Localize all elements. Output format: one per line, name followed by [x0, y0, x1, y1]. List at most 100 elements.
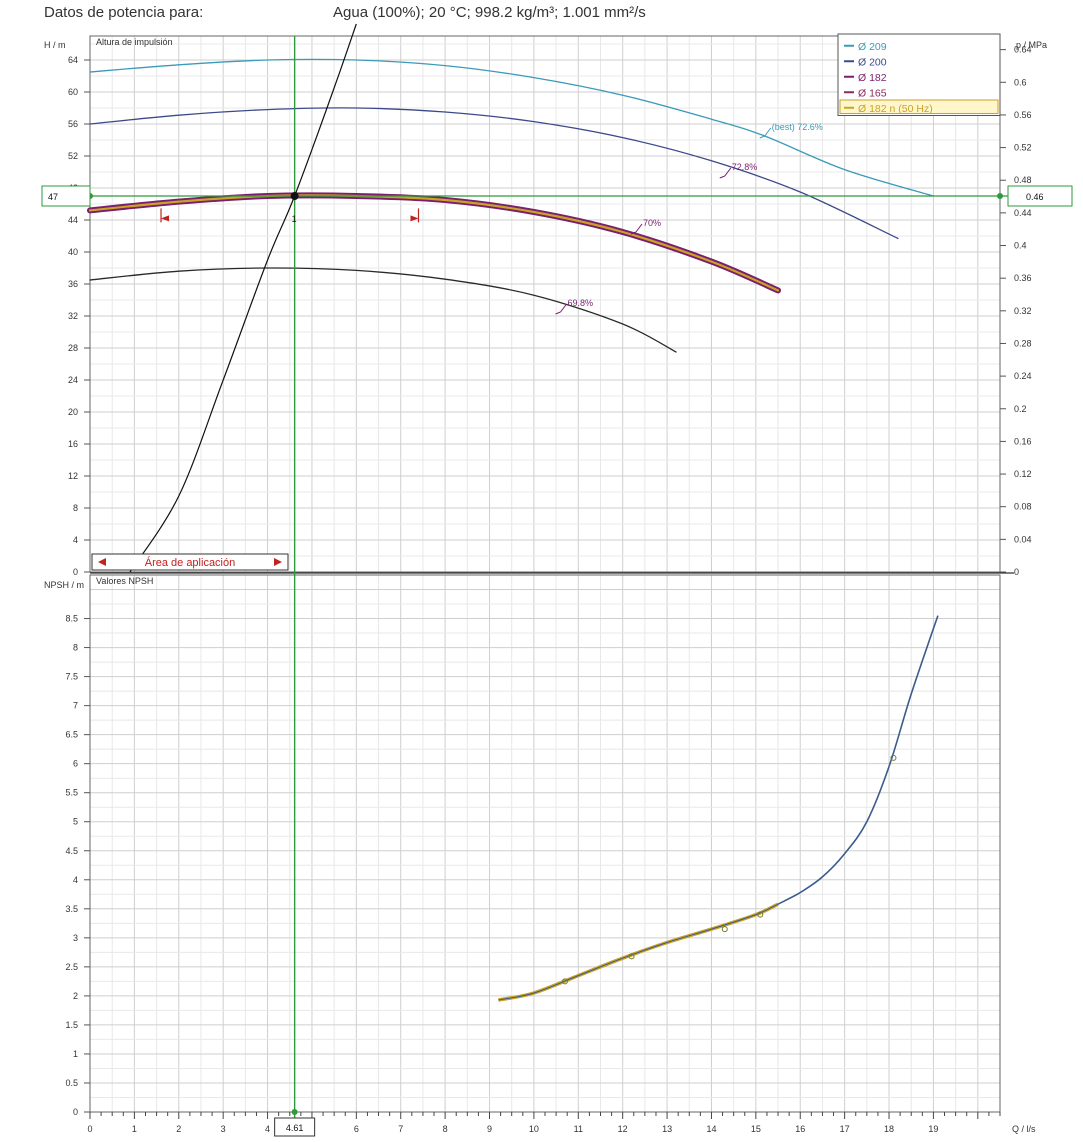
x-tick-label: 6 [354, 1124, 359, 1134]
y2-tick-label: 0.4 [1014, 241, 1027, 251]
npsh-tick-label: 1.5 [65, 1020, 78, 1030]
operating-point-x-marker [291, 1109, 298, 1115]
operating-point-y2-marker [997, 193, 1003, 199]
chart-title-right: Agua (100%); 20 °C; 998.2 kg/m³; 1.001 m… [333, 4, 646, 21]
y-tick-label: 56 [68, 119, 78, 129]
y2-tick-label: 0.24 [1014, 371, 1032, 381]
npsh-unit-label: NPSH / m [44, 580, 84, 590]
y-tick-label: 44 [68, 215, 78, 225]
application-range-box [91, 553, 289, 571]
legend-label: Ø 182 [858, 72, 887, 84]
y-tick-label: 32 [68, 311, 78, 321]
efficiency-label: 72.8% [732, 162, 758, 172]
operating-point [290, 192, 299, 200]
application-range-arrow [161, 215, 170, 222]
head-corner-label: Altura de impulsión [96, 37, 173, 47]
x-tick-label: 14 [706, 1124, 716, 1134]
y-tick-label: 28 [68, 343, 78, 353]
y2-tick-label: 0.44 [1014, 208, 1032, 218]
system-curve [129, 23, 357, 573]
head-panel-frame [89, 35, 1001, 573]
npsh-tick-label: 0 [73, 1107, 78, 1117]
y2-tick-label: 0.52 [1014, 143, 1032, 153]
x-tick-label: 15 [751, 1124, 761, 1134]
legend-label: Ø 165 [858, 87, 887, 99]
npsh-corner-label: Valores NPSH [96, 576, 153, 586]
y-tick-label: 60 [68, 87, 78, 97]
efficiency-tick [630, 231, 637, 235]
efficiency-tick [719, 175, 725, 179]
x-tick-label: 1 [132, 1124, 137, 1134]
x-tick-label: 2 [176, 1124, 181, 1134]
y2-tick-label: 0.04 [1014, 534, 1032, 544]
y2-tick-label: 0.12 [1014, 469, 1032, 479]
npsh-tick-label: 3.5 [65, 904, 78, 914]
y-tick-label: 20 [68, 407, 78, 417]
x-tick-label: 11 [574, 1124, 583, 1134]
y-tick-label: 52 [68, 151, 78, 161]
x-tick-label: 10 [529, 1124, 539, 1134]
x-tick-label: 0 [87, 1124, 92, 1134]
y2-tick-label: 0.56 [1014, 110, 1032, 120]
legend-label: Ø 200 [858, 56, 887, 68]
npsh-tick-label: 0.5 [65, 1078, 78, 1088]
npsh-tick-label: 6.5 [65, 730, 78, 740]
efficiency-tick [635, 223, 643, 233]
y-tick-label: 4 [73, 535, 78, 545]
npsh-series-outline [498, 903, 779, 1001]
y-tick-label: 0 [73, 567, 78, 577]
y2-tick-label: 0.36 [1014, 273, 1032, 283]
y2-tick-label: 0.48 [1014, 175, 1032, 185]
legend-label: Ø 209 [858, 41, 887, 53]
x-tick-label: 17 [840, 1124, 850, 1134]
application-range-arrow [410, 215, 419, 222]
annotations: (best) 72.6%72.8%70%69.8%147 0.464.61Área… [41, 33, 1073, 1137]
y-unit-label: H / m [44, 40, 66, 50]
x-tick-label: 4 [265, 1124, 270, 1134]
npsh-marker [890, 754, 897, 761]
y2-unit-label: p / MPa [1016, 40, 1047, 50]
y-tick-label: 36 [68, 279, 78, 289]
operating-pressure-value: 0.46 [1026, 192, 1044, 202]
x-tick-label: 18 [884, 1124, 894, 1134]
efficiency-tick [560, 303, 567, 313]
npsh-tick-label: 2 [73, 991, 78, 1001]
x-unit-label: Q / l/s [1012, 1124, 1036, 1134]
efficiency-label: 69.8% [568, 298, 594, 308]
y2-tick-label: 0.16 [1014, 436, 1032, 446]
npsh-tick-label: 8 [73, 643, 78, 653]
operating-head-value: 47 [48, 192, 58, 202]
operating-pressure-box [1007, 185, 1073, 207]
efficiency-label: 70% [643, 218, 661, 228]
y-tick-label: 12 [68, 471, 78, 481]
x-tick-label: 8 [443, 1124, 448, 1134]
y2-tick-label: 0.6 [1014, 77, 1027, 87]
application-range-left-arrow [98, 558, 106, 566]
x-tick-label: 12 [618, 1124, 628, 1134]
y-tick-label: 40 [68, 247, 78, 257]
y-tick-label: 8 [73, 503, 78, 513]
x-tick-label: 16 [795, 1124, 805, 1134]
npsh-tick-label: 2.5 [65, 962, 78, 972]
y-tick-label: 24 [68, 375, 78, 385]
y2-tick-label: 0.28 [1014, 338, 1032, 348]
efficiency-tick [724, 167, 732, 177]
series-line [87, 192, 781, 294]
npsh-marker [721, 926, 728, 933]
operating-head-box [41, 185, 91, 207]
y2-tick-label: 0.08 [1014, 502, 1032, 512]
application-range-label: Área de aplicación [145, 556, 236, 569]
npsh-tick-label: 8.5 [65, 614, 78, 624]
npsh-tick-label: 3 [73, 933, 78, 943]
y2-tick-label: 0.64 [1014, 45, 1032, 55]
npsh-tick-label: 6 [73, 759, 78, 769]
efficiency-tick [759, 135, 765, 139]
npsh-tick-label: 7.5 [65, 672, 78, 682]
x-tick-label: 3 [221, 1124, 226, 1134]
series-line [89, 267, 677, 353]
y-tick-label: 16 [68, 439, 78, 449]
x-tick-label: 9 [487, 1124, 492, 1134]
chart-title-left: Datos de potencia para: [44, 4, 204, 21]
axes: 048121620242832364044485256606400.040.08… [44, 35, 1047, 1134]
